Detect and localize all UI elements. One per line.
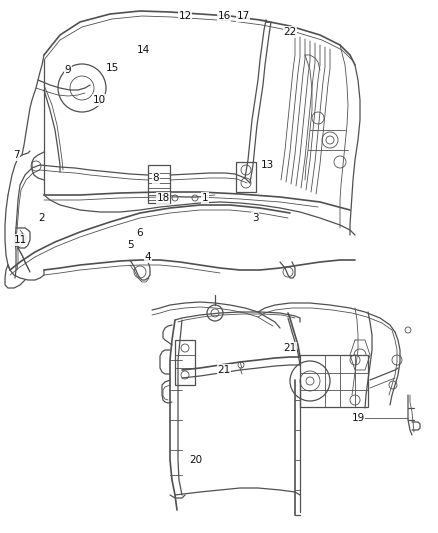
- Text: 3: 3: [252, 213, 258, 223]
- Text: 10: 10: [92, 95, 106, 105]
- Text: 12: 12: [178, 11, 192, 21]
- Text: 6: 6: [137, 228, 143, 238]
- FancyBboxPatch shape: [148, 165, 170, 203]
- FancyBboxPatch shape: [300, 355, 368, 407]
- Text: 13: 13: [260, 160, 274, 170]
- FancyBboxPatch shape: [175, 340, 195, 385]
- Text: 18: 18: [156, 193, 170, 203]
- Text: 22: 22: [283, 27, 297, 37]
- Text: 20: 20: [190, 455, 202, 465]
- Text: 21: 21: [283, 343, 297, 353]
- Text: 21: 21: [217, 365, 231, 375]
- Text: 5: 5: [127, 240, 133, 250]
- Text: 4: 4: [145, 252, 151, 262]
- Text: 7: 7: [13, 150, 19, 160]
- Text: 11: 11: [14, 235, 27, 245]
- Text: 1: 1: [201, 193, 208, 203]
- Text: 17: 17: [237, 11, 250, 21]
- Text: 19: 19: [351, 413, 364, 423]
- FancyBboxPatch shape: [236, 162, 256, 192]
- Text: 2: 2: [39, 213, 45, 223]
- Text: 14: 14: [136, 45, 150, 55]
- Text: 16: 16: [217, 11, 231, 21]
- Text: 9: 9: [65, 65, 71, 75]
- Text: 8: 8: [153, 173, 159, 183]
- Text: 15: 15: [106, 63, 119, 73]
